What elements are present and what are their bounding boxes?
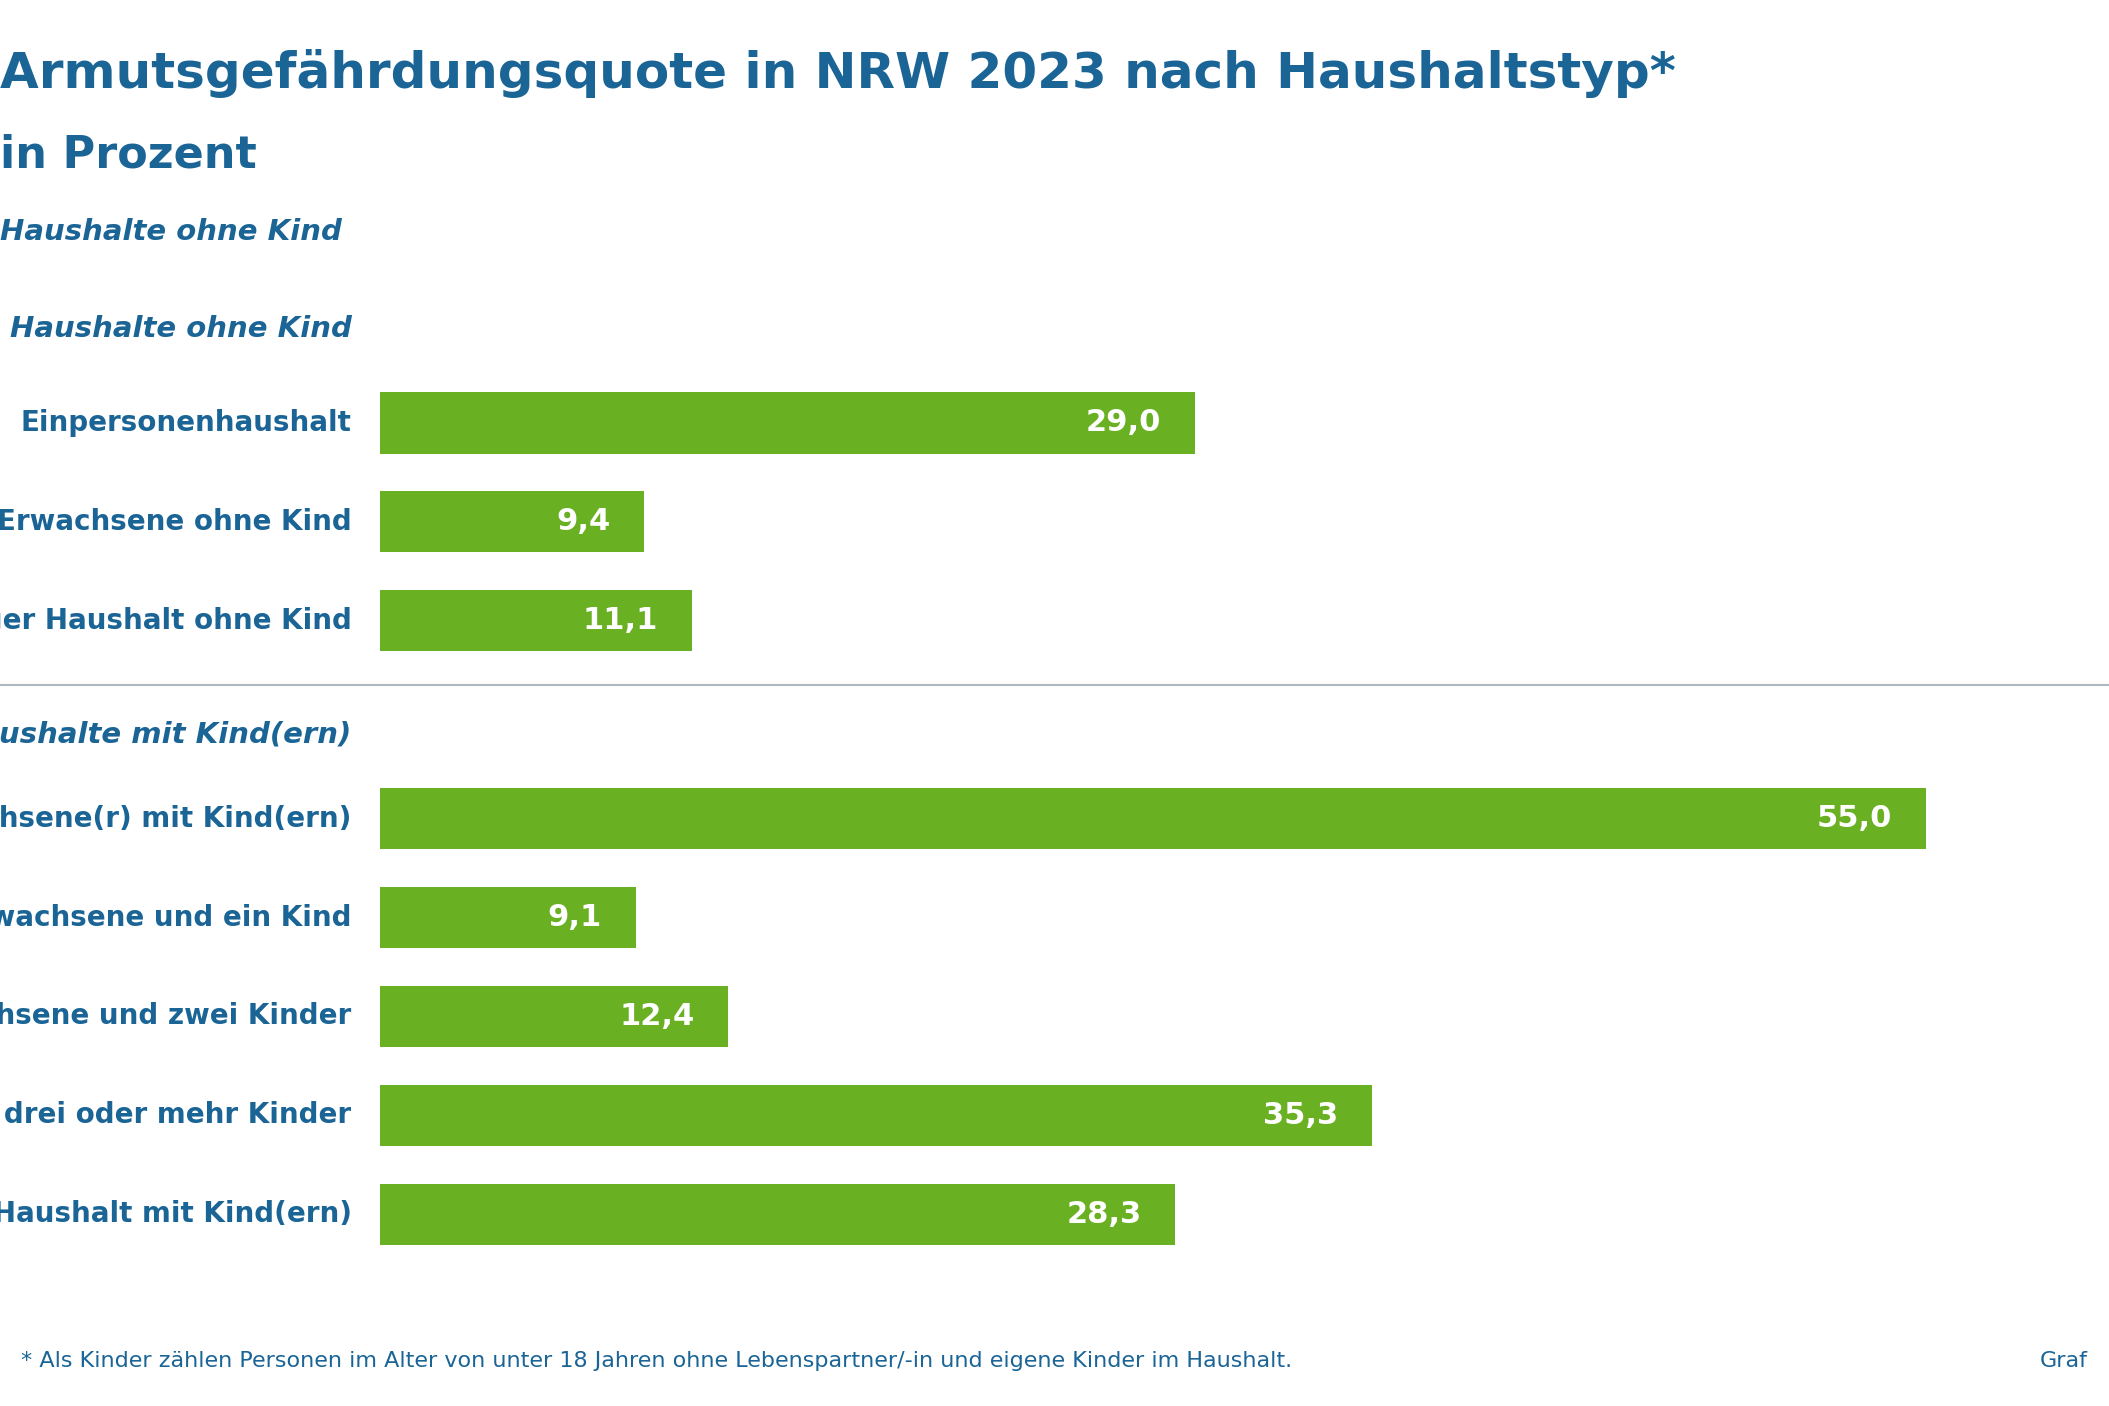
Bar [380,986,728,1047]
Text: zwei Erwachsene und ein Kind: zwei Erwachsene und ein Kind [0,904,352,932]
Text: sonstiger Haushalt mit Kind(ern): sonstiger Haushalt mit Kind(ern) [0,1201,352,1229]
Text: zwei Erwachsene ohne Kind: zwei Erwachsene ohne Kind [0,508,352,536]
Text: Haushalte ohne Kind: Haushalte ohne Kind [0,218,342,246]
Bar [380,887,635,948]
Bar [380,1184,1175,1246]
Text: Armutsgefährdungsquote in NRW 2023 nach Haushaltstyp*: Armutsgefährdungsquote in NRW 2023 nach … [0,49,1677,98]
Text: Haushalte ohne Kind: Haushalte ohne Kind [11,315,352,343]
Text: * Als Kinder zählen Personen im Alter von unter 18 Jahren ohne Lebenspartner/-in: * Als Kinder zählen Personen im Alter vo… [21,1351,1293,1371]
Text: 9,4: 9,4 [557,508,610,536]
Bar [380,787,1926,849]
Text: in Prozent: in Prozent [0,134,257,177]
Text: Einpersonenhaushalt: Einpersonenhaushalt [21,409,352,437]
Text: sonstiger Haushalt ohne Kind: sonstiger Haushalt ohne Kind [0,607,352,634]
Text: 29,0: 29,0 [1086,408,1162,437]
Text: 55,0: 55,0 [1818,804,1892,834]
Bar [380,1085,1373,1146]
Text: 28,3: 28,3 [1067,1199,1141,1229]
Text: 12,4: 12,4 [620,1002,694,1031]
Text: Graf: Graf [2039,1351,2088,1371]
Bar [380,392,1196,454]
Bar [380,591,692,651]
Text: 9,1: 9,1 [548,903,601,932]
Text: 35,3: 35,3 [1263,1101,1339,1130]
Text: 11,1: 11,1 [582,606,658,636]
Text: ein(e) Erwachsene(r) mit Kind(ern): ein(e) Erwachsene(r) mit Kind(ern) [0,804,352,832]
Text: Haushalte mit Kind(ern): Haushalte mit Kind(ern) [0,720,352,748]
Bar [380,491,643,553]
Text: zwei Erwachsene und zwei Kinder: zwei Erwachsene und zwei Kinder [0,1002,352,1031]
Text: zwei Erwachsene und drei oder mehr Kinder: zwei Erwachsene und drei oder mehr Kinde… [0,1101,352,1129]
